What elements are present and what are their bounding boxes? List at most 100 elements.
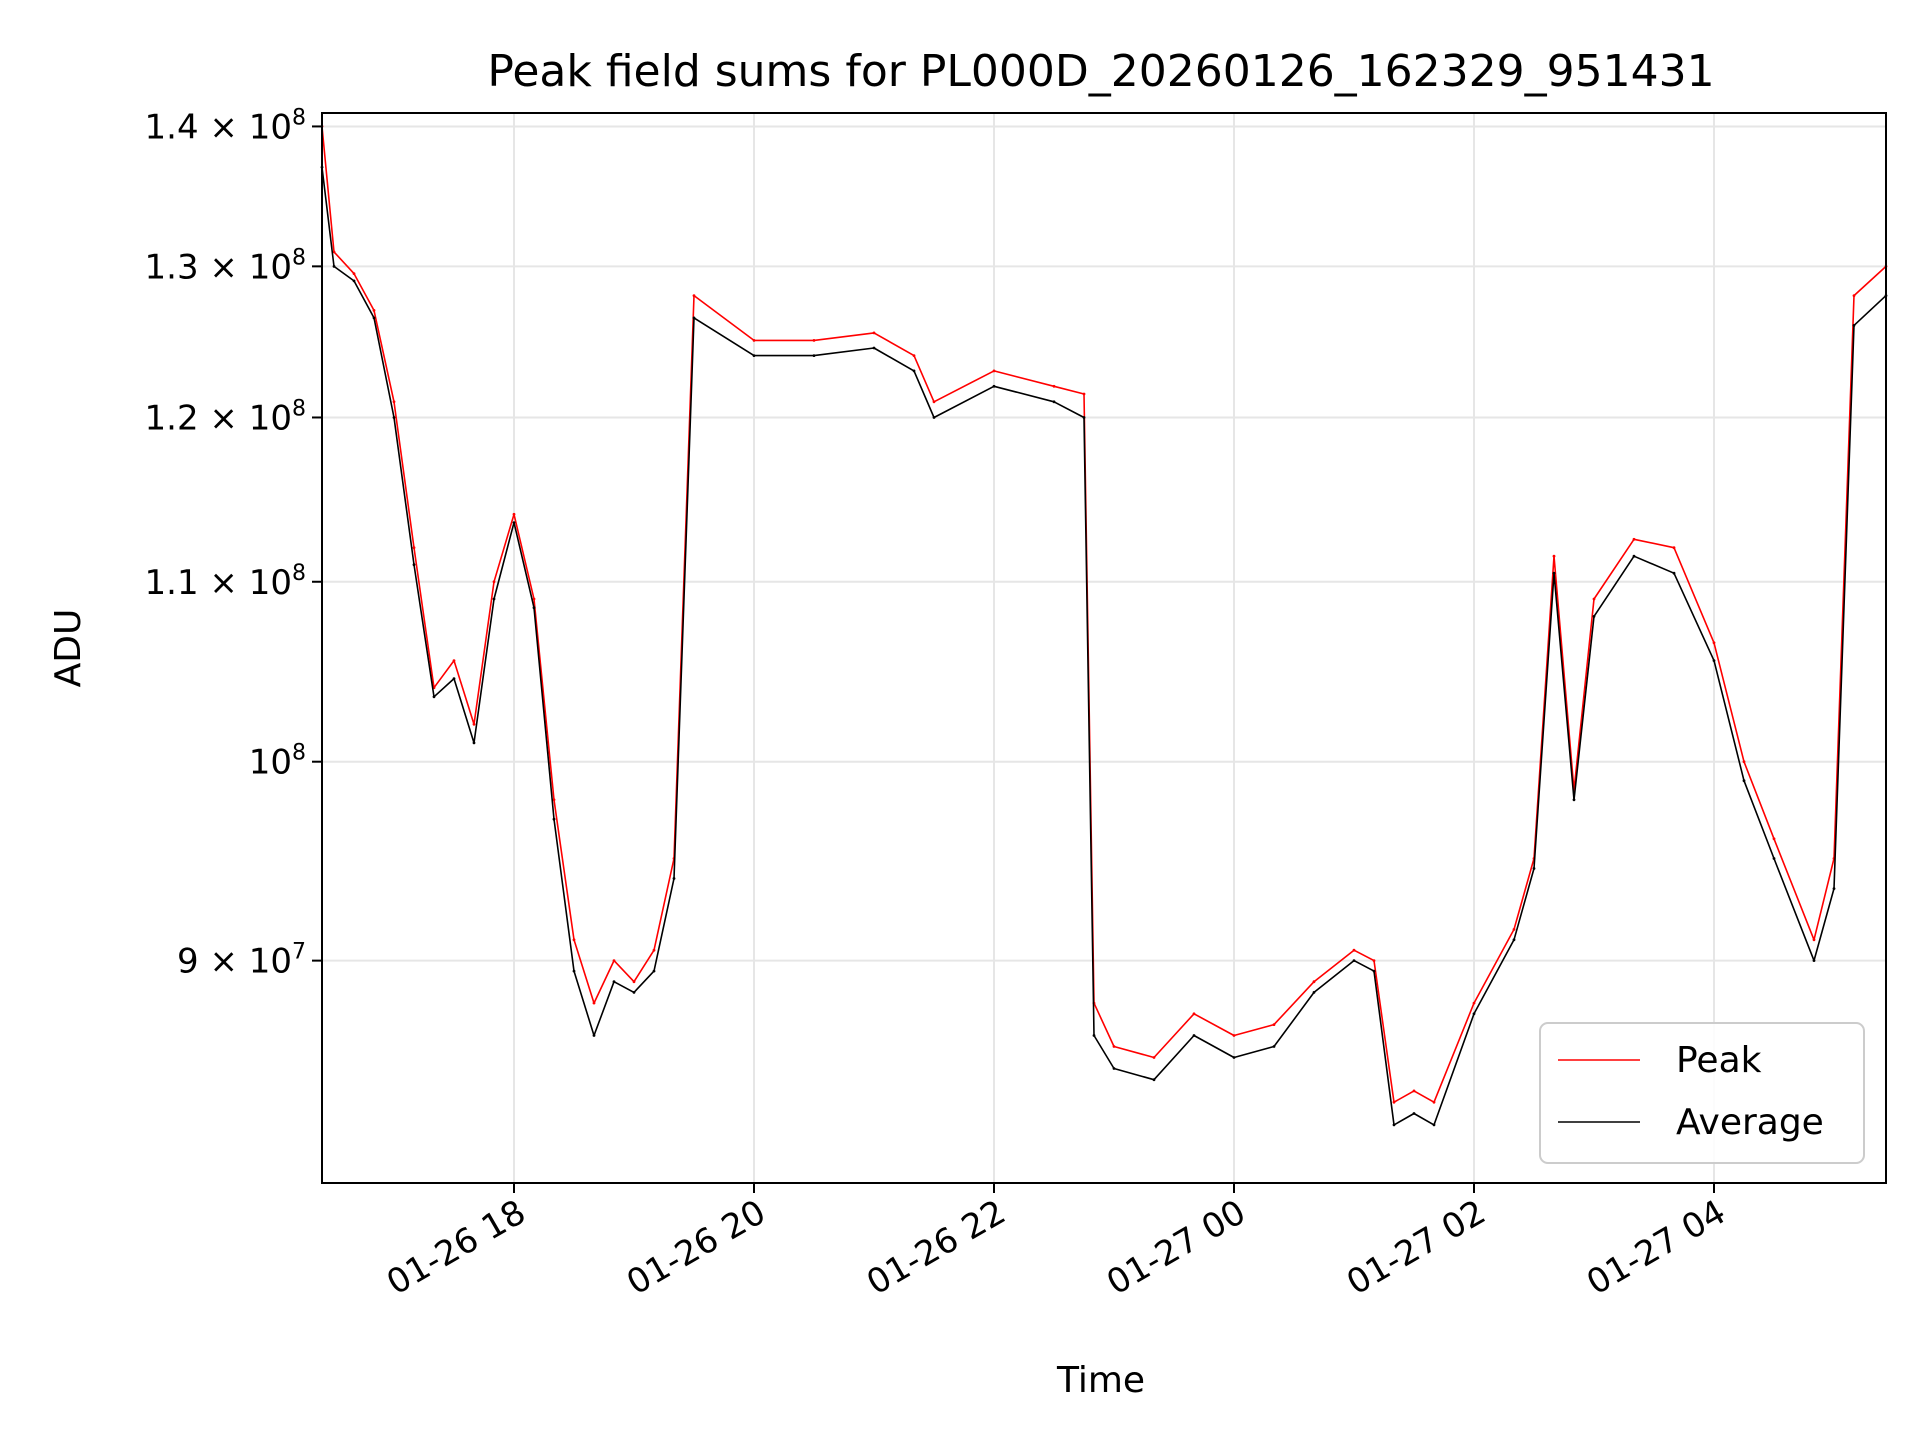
- series-average-point: [1672, 571, 1676, 575]
- series-average-point: [1742, 779, 1746, 783]
- series-peak-point: [1232, 1034, 1236, 1037]
- series-layer: [320, 125, 1888, 1127]
- series-average-point: [912, 369, 916, 373]
- series-peak-point: [1512, 928, 1516, 931]
- series-peak-point: [1552, 554, 1556, 558]
- series-average-point: [1832, 887, 1836, 890]
- series-average-point: [752, 354, 756, 357]
- series-peak-point: [1312, 980, 1316, 984]
- series-average-point: [1352, 959, 1356, 962]
- series-average-point: [452, 677, 456, 680]
- series-peak-point: [1112, 1045, 1116, 1048]
- series-average-point: [1112, 1067, 1116, 1070]
- y-axis: 9 × 107 108 1.1 × 108 1.2 × 108 1.3 × 108 1.4…: [145, 105, 322, 982]
- series-average-point: [1272, 1045, 1276, 1048]
- series-average-point: [1052, 400, 1056, 404]
- series-peak-point: [1712, 641, 1716, 645]
- series-peak-point: [1812, 938, 1816, 942]
- series-peak-point: [1672, 546, 1676, 550]
- series-average-point: [1512, 938, 1516, 942]
- series-average-point: [1852, 324, 1856, 327]
- y-tick-label: 1.2 × 108: [145, 396, 306, 438]
- series-average-point: [1392, 1123, 1396, 1127]
- legend-peak-label: Peak: [1676, 1040, 1762, 1081]
- series-average-point: [1192, 1034, 1196, 1037]
- legend-box: [1539, 1022, 1865, 1164]
- series-peak-point: [1082, 392, 1086, 396]
- series-peak-point: [932, 400, 936, 404]
- series-peak-point: [992, 369, 996, 373]
- series-peak-point: [1432, 1100, 1436, 1104]
- series-peak-point: [812, 339, 816, 342]
- series-peak-point: [452, 659, 456, 662]
- series-average-point: [372, 316, 376, 320]
- series-peak-point: [472, 722, 476, 726]
- series-peak-point: [1472, 1001, 1476, 1005]
- series-average-point: [392, 416, 396, 419]
- y-tick-label: 9 × 107: [177, 940, 306, 982]
- series-peak-point: [532, 597, 536, 601]
- series-average-point: [472, 741, 476, 745]
- series-average-point: [1532, 867, 1536, 870]
- legend-average-label: Average: [1676, 1102, 1824, 1143]
- y-tick-label: 108: [249, 741, 306, 783]
- series-average-point: [1232, 1056, 1236, 1059]
- series-peak-point: [372, 309, 376, 312]
- series-average-point: [592, 1034, 596, 1037]
- series-peak-point: [692, 294, 696, 297]
- series-average-point: [1092, 1034, 1096, 1037]
- series-average-point: [1712, 659, 1716, 662]
- series-average-point: [1572, 798, 1576, 802]
- series-peak-point: [1052, 384, 1056, 388]
- grid: [322, 113, 1886, 1183]
- series-peak-point: [1852, 294, 1856, 297]
- series-average-point: [812, 354, 816, 357]
- series-peak-point: [572, 938, 576, 942]
- series-average-point: [1632, 554, 1636, 558]
- series-peak-point: [1742, 760, 1746, 764]
- y-tick-label: 1.4 × 108: [145, 105, 306, 147]
- y-tick-label: 1.3 × 108: [145, 245, 306, 287]
- series-average-point: [1152, 1078, 1156, 1082]
- series-average-point: [632, 991, 636, 994]
- series-peak-point: [1272, 1023, 1276, 1026]
- series-peak-point: [612, 959, 616, 962]
- series-average-point: [552, 817, 556, 821]
- series-peak-point: [352, 272, 356, 275]
- series-peak-point: [1372, 959, 1376, 962]
- series-peak-point: [872, 331, 876, 335]
- series-peak-point: [1352, 948, 1356, 952]
- series-peak-point: [1192, 1012, 1196, 1016]
- series-average-point: [1552, 571, 1556, 575]
- series-peak-point: [492, 580, 496, 584]
- series-peak-point: [752, 339, 756, 342]
- series-average-point: [1472, 1012, 1476, 1016]
- series-peak-point: [632, 980, 636, 984]
- series-peak-point: [592, 1001, 596, 1005]
- series-average-point: [1372, 969, 1376, 973]
- series-average-point: [492, 597, 496, 601]
- series-peak-point: [1412, 1089, 1416, 1093]
- series-average-point: [1432, 1123, 1436, 1127]
- series-peak-point: [412, 546, 416, 550]
- series-average-point: [612, 980, 616, 984]
- series-peak-point: [1632, 537, 1636, 541]
- series-peak-point: [392, 400, 396, 404]
- legend: Peak Average: [1539, 1022, 1865, 1164]
- series-average-point: [352, 279, 356, 283]
- series-average-point: [432, 695, 436, 699]
- series-average-point: [412, 563, 416, 567]
- series-peak-point: [1152, 1056, 1156, 1059]
- series-average-point: [332, 265, 336, 268]
- series-average-point: [1312, 991, 1316, 994]
- series-peak-point: [512, 512, 516, 516]
- series-average-point: [1812, 959, 1816, 962]
- series-average-point: [992, 384, 996, 388]
- series-average-point: [672, 877, 676, 880]
- series-average-point: [932, 416, 936, 419]
- series-average-point: [1772, 857, 1776, 860]
- series-peak-point: [552, 798, 556, 802]
- x-axis-title: Time: [1056, 1360, 1145, 1401]
